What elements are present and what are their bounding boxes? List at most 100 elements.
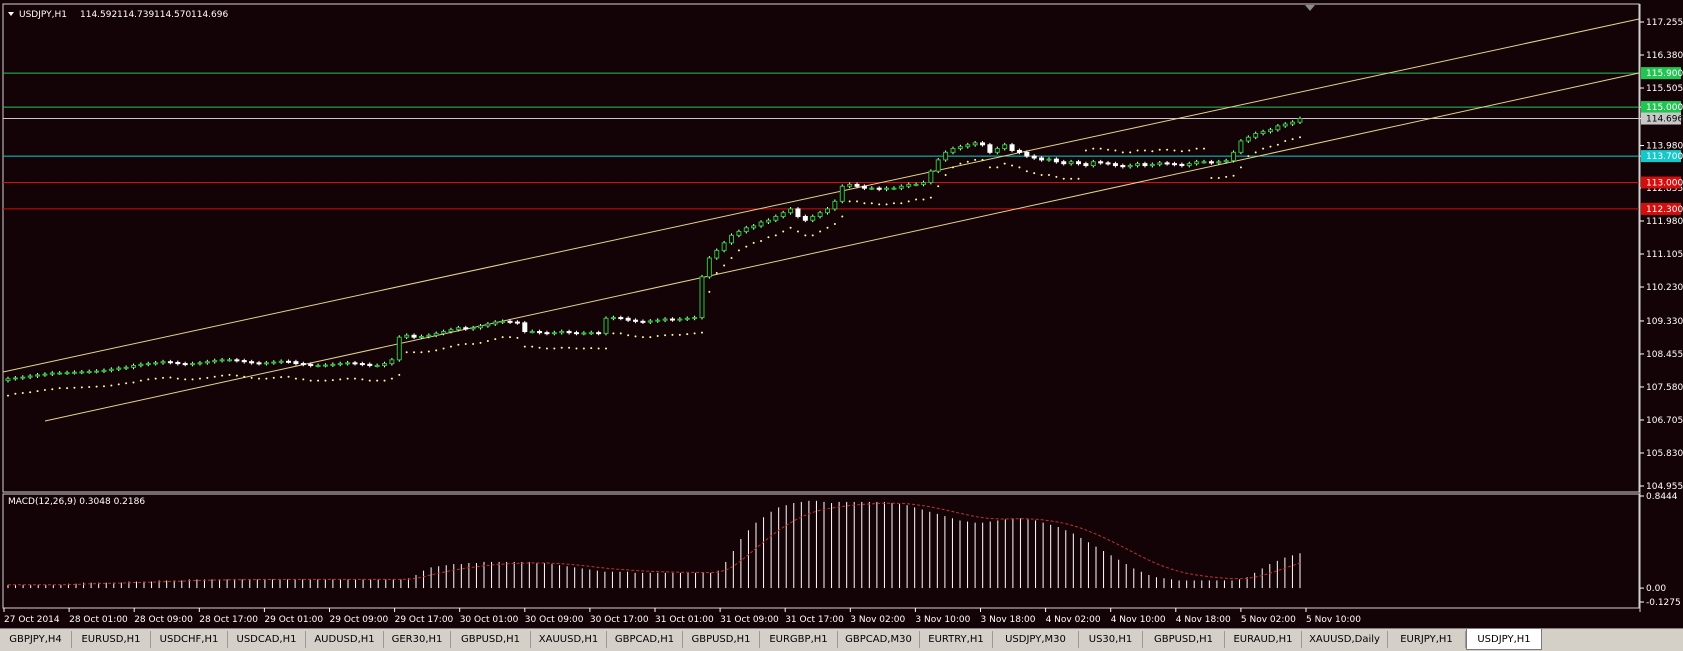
tab-gbpusd-h1[interactable]: GBPUSD,H1 [683, 631, 760, 648]
bull-candle [729, 234, 735, 244]
bear-candle [522, 322, 528, 333]
sar-dot [678, 333, 681, 336]
sar-dot [420, 351, 423, 354]
sar-dot [250, 376, 253, 379]
tab-xauusd-h1[interactable]: XAUUSD,H1 [531, 631, 607, 648]
sar-dot [221, 374, 224, 377]
sar-dot [1136, 149, 1139, 152]
chart-tabs: GBPJPY,H4 EURUSD,H1 USDCHF,H1 USDCAD,H1 AUDU… [0, 628, 1683, 651]
bull-candle [64, 372, 70, 375]
price-tick-label: 113.980 [1646, 142, 1683, 152]
bull-candle [1157, 162, 1163, 165]
bull-candle [773, 215, 779, 221]
tab-eurusd-h1[interactable]: EURUSD,H1 [72, 631, 151, 648]
tab-ger30-h1[interactable]: GER30,H1 [384, 631, 451, 648]
bull-candle [382, 363, 388, 366]
time-tick-label: 30 Oct 01:00 [460, 615, 519, 625]
bull-candle [226, 359, 232, 362]
sar-dot [1055, 175, 1058, 178]
sar-dot [509, 336, 512, 339]
sar-dot [43, 388, 46, 391]
sar-dot [1158, 148, 1161, 151]
sar-dot [80, 386, 83, 389]
tab-audusd-h1[interactable]: AUDUSD,H1 [306, 631, 384, 648]
tab-gbpcad-m30[interactable]: GBPCAD,M30 [838, 631, 920, 648]
chart-canvas[interactable]: 117.255 116.380 115.505 115.000 114.696 113.9… [0, 0, 1683, 628]
time-tick-label: 30 Oct 09:00 [525, 615, 584, 625]
bull-candle [647, 320, 653, 323]
sar-dot [656, 335, 659, 338]
bull-candle [418, 335, 424, 338]
sar-dot [66, 387, 69, 390]
sar-dot [612, 332, 615, 335]
tab-gbpcad-h1[interactable]: GBPCAD,H1 [607, 631, 683, 648]
bull-candle [116, 367, 122, 370]
tab-eurtry-h1[interactable]: EURTRY,H1 [920, 631, 993, 648]
bull-candle [337, 363, 343, 366]
sar-dot [516, 336, 519, 339]
bull-candle [935, 159, 941, 172]
time-tick-label: 30 Oct 17:00 [590, 615, 649, 625]
bear-candle [308, 363, 314, 366]
tab-xauusd-daily[interactable]: XAUUSD,Daily [1302, 631, 1388, 648]
bear-candle [573, 332, 579, 335]
level-price-badge [1641, 176, 1681, 189]
sar-dot [605, 347, 608, 350]
bear-candle [795, 208, 801, 217]
chart-window[interactable]: 117.255 116.380 115.505 115.000 114.696 113.9… [0, 0, 1683, 628]
tab-euraud-h1[interactable]: EURAUD,H1 [1225, 631, 1302, 648]
bull-candle [765, 219, 771, 223]
sar-dot [117, 383, 120, 386]
sar-dot [804, 234, 807, 237]
sar-dot [147, 378, 150, 381]
bear-candle [802, 215, 808, 221]
sar-dot [36, 390, 39, 393]
sar-dot [95, 385, 98, 388]
chart-shift-icon[interactable] [1305, 5, 1315, 11]
bull-candle [603, 317, 609, 334]
sar-dot [1203, 147, 1206, 150]
sar-dot [7, 394, 9, 397]
bull-candle [485, 323, 491, 327]
bear-candle [1179, 163, 1185, 167]
bull-candle [1290, 121, 1296, 125]
bull-candle [1186, 163, 1192, 167]
price-tick-label: 107.580 [1646, 383, 1683, 393]
tab-eurjpy-h1[interactable]: EURJPY,H1 [1388, 631, 1466, 648]
tab-usdcad-h1[interactable]: USDCAD,H1 [228, 631, 306, 648]
bull-candle [433, 332, 439, 336]
sar-dot [878, 203, 881, 206]
ohlc-high: 114.739 [117, 10, 154, 20]
level-price-badge [1641, 150, 1681, 163]
sar-dot [1062, 177, 1065, 180]
bull-candle [824, 208, 830, 214]
sar-dot [1217, 176, 1220, 179]
tab-gbpusd-h1[interactable]: GBPUSD,H1 [451, 631, 531, 648]
channel-upper-line[interactable] [2, 18, 1640, 373]
tab-gbpusd-h1[interactable]: GBPUSD,H1 [1143, 631, 1225, 648]
channel-lower-line[interactable] [44, 72, 1640, 422]
level-price-label: 113.000 [1646, 179, 1683, 189]
tab-usdjpy-m30[interactable]: USDJPY,M30 [993, 631, 1079, 648]
sar-dot [139, 379, 142, 382]
price-panel-border [2, 3, 1640, 493]
bull-candle [965, 144, 971, 148]
time-tick-label: 31 Oct 09:00 [720, 615, 779, 625]
sar-dot [14, 392, 17, 395]
bull-candle [1275, 125, 1281, 131]
sar-dot [974, 158, 977, 161]
time-tick-label: 4 Nov 10:00 [1111, 615, 1166, 625]
chart-menu-arrow-icon[interactable] [8, 12, 14, 16]
tab-usdjpy-h1[interactable]: USDJPY,H1 [1466, 629, 1542, 650]
bull-candle [160, 361, 166, 364]
bull-candle [529, 331, 535, 334]
tab-usdchf-h1[interactable]: USDCHF,H1 [151, 631, 228, 648]
bull-candle [212, 360, 218, 363]
bull-candle [559, 331, 565, 334]
tab-eurgbp-h1[interactable]: EURGBP,H1 [760, 631, 838, 648]
tab-us30-h1[interactable]: US30,H1 [1079, 631, 1143, 648]
tab-gbpjpy-h4[interactable]: GBPJPY,H4 [0, 631, 72, 648]
bear-candle [1208, 161, 1214, 164]
sar-dot [427, 350, 430, 353]
